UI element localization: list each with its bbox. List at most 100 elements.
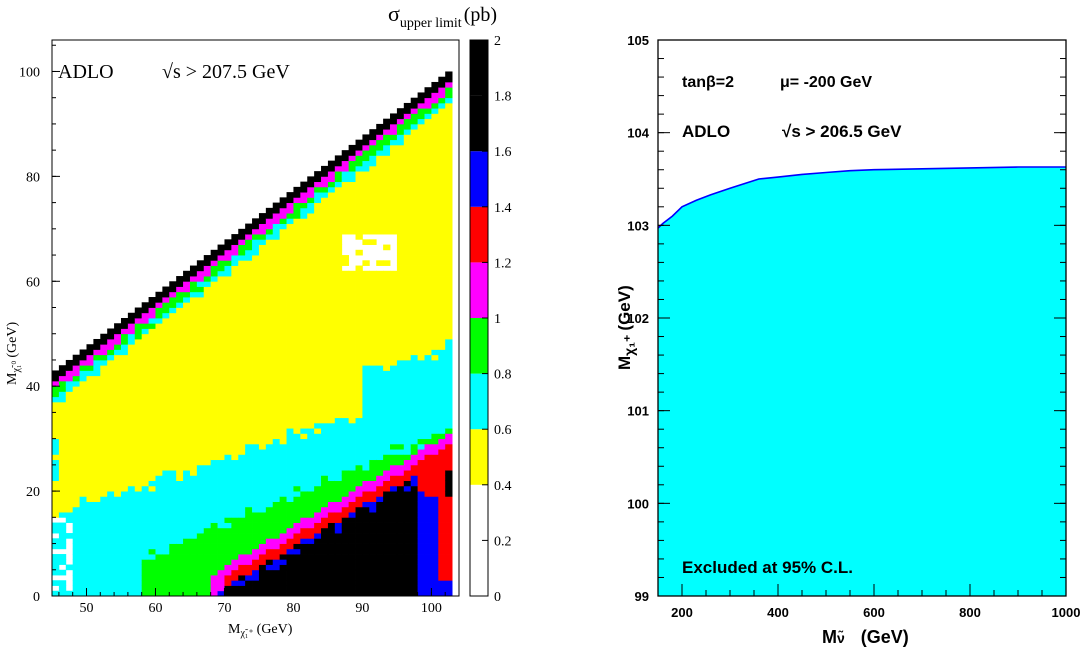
heatmap-cell xyxy=(107,454,115,461)
heatmap-cell xyxy=(438,291,446,298)
heatmap-cell xyxy=(355,517,363,523)
heatmap-cell xyxy=(327,186,336,193)
heatmap-cell xyxy=(279,564,287,571)
heatmap-cell xyxy=(134,359,143,366)
heatmap-cell xyxy=(252,485,260,492)
heatmap-cell xyxy=(327,207,336,214)
heatmap-cell xyxy=(417,181,425,188)
heatmap-cell xyxy=(334,328,343,335)
heatmap-cell xyxy=(231,580,239,586)
heatmap-cell xyxy=(314,438,322,445)
heatmap-cell xyxy=(231,375,239,382)
heatmap-cell xyxy=(369,527,377,534)
heatmap-cell xyxy=(348,386,356,392)
heatmap-cell xyxy=(224,464,232,471)
heatmap-cell xyxy=(431,223,439,230)
heatmap-cell xyxy=(183,412,191,419)
heatmap-cell xyxy=(224,449,232,455)
heatmap-cell xyxy=(100,354,108,361)
heatmap-cell xyxy=(258,501,267,508)
heatmap-cell xyxy=(424,281,432,287)
heatmap-cell xyxy=(362,370,370,377)
heatmap-cell xyxy=(148,307,156,314)
heatmap-cell xyxy=(403,396,412,403)
exclusion-y-label-sub: χ₁⁺ xyxy=(621,335,637,356)
heatmap-cell xyxy=(100,449,108,455)
heatmap-cell xyxy=(155,470,163,476)
heatmap-cell xyxy=(252,506,260,513)
heatmap-cell xyxy=(445,228,453,235)
heatmap-cell xyxy=(279,338,287,345)
heatmap-cell xyxy=(79,538,87,544)
heatmap-cell xyxy=(438,255,446,261)
heatmap-cell xyxy=(383,197,391,204)
heatmap-cell xyxy=(155,297,163,303)
heatmap-cell xyxy=(79,575,87,581)
heatmap-cell xyxy=(231,312,239,319)
heatmap-cell xyxy=(403,575,412,581)
heatmap-cell xyxy=(155,307,163,314)
heatmap-cell xyxy=(438,129,446,135)
heatmap-cell xyxy=(141,590,149,597)
heatmap-cell xyxy=(52,475,60,482)
heatmap-cell xyxy=(265,401,274,408)
heatmap-cell xyxy=(348,171,356,177)
heatmap-cell xyxy=(217,270,225,277)
heatmap-cell xyxy=(127,412,136,419)
heatmap-cell xyxy=(314,443,322,450)
heatmap-cell xyxy=(334,365,343,371)
colorbar-tick-label: 1.2 xyxy=(494,256,512,271)
heatmap-cell xyxy=(127,323,136,329)
heatmap-cell xyxy=(383,433,391,440)
heatmap-cell xyxy=(238,260,246,266)
heatmap-cell xyxy=(79,512,87,518)
heatmap-cell xyxy=(355,590,363,597)
heatmap-cell xyxy=(341,380,350,387)
heatmap-cell xyxy=(334,349,343,356)
heatmap-x-axis-label: Mχ̃₁⁺ (GeV) xyxy=(228,622,293,639)
heatmap-cell xyxy=(438,113,446,120)
heatmap-cell xyxy=(362,165,370,172)
heatmap-cell xyxy=(307,391,315,398)
heatmap-cell xyxy=(293,375,301,382)
heatmap-cell xyxy=(438,380,446,387)
heatmap-cell xyxy=(410,265,419,272)
heatmap-cell xyxy=(169,485,177,492)
heatmap-cell xyxy=(390,470,398,476)
heatmap-cell xyxy=(258,391,267,398)
heatmap-cell xyxy=(438,559,446,565)
heatmap-cell xyxy=(321,575,329,581)
heatmap-cell xyxy=(390,123,398,130)
heatmap-cell xyxy=(327,407,336,413)
heatmap-cell xyxy=(369,428,377,434)
heatmap-cell xyxy=(258,438,267,445)
heatmap-cell xyxy=(431,113,439,120)
heatmap-cell xyxy=(417,428,425,434)
heatmap-cell xyxy=(162,506,170,513)
heatmap-cell xyxy=(279,401,287,408)
heatmap-cell xyxy=(86,412,94,419)
heatmap-cell xyxy=(148,302,156,308)
heatmap-cell xyxy=(417,297,425,303)
heatmap-cell xyxy=(369,323,377,329)
heatmap-cell xyxy=(438,108,446,114)
heatmap-cell xyxy=(390,192,398,198)
heatmap-cell xyxy=(321,181,329,188)
heatmap-cell xyxy=(417,354,425,361)
heatmap-cell xyxy=(300,470,308,476)
heatmap-cell xyxy=(293,202,301,209)
heatmap-cell xyxy=(245,291,253,298)
heatmap-cell xyxy=(265,213,274,219)
heatmap-cell xyxy=(224,559,232,565)
heatmap-cell xyxy=(293,538,301,544)
heatmap-cell xyxy=(176,391,184,398)
heatmap-cell xyxy=(176,412,184,419)
heatmap-cell xyxy=(348,323,356,329)
heatmap-cell xyxy=(431,291,439,298)
heatmap-y-tick-label: 60 xyxy=(26,275,40,290)
heatmap-cell xyxy=(396,464,405,471)
heatmap-cell xyxy=(376,338,384,345)
heatmap-cell xyxy=(438,202,446,209)
heatmap-cell xyxy=(341,559,350,565)
heatmap-cell xyxy=(293,333,301,340)
